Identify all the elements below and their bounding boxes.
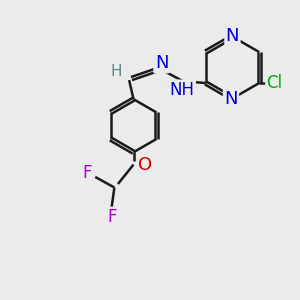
Text: H: H — [111, 64, 122, 79]
Text: O: O — [138, 156, 152, 174]
Text: N: N — [226, 27, 239, 45]
Text: NH: NH — [169, 81, 195, 99]
Text: N: N — [155, 54, 168, 72]
Text: F: F — [107, 208, 117, 226]
Text: N: N — [224, 90, 238, 108]
Text: Cl: Cl — [266, 74, 283, 92]
Text: F: F — [82, 164, 92, 182]
